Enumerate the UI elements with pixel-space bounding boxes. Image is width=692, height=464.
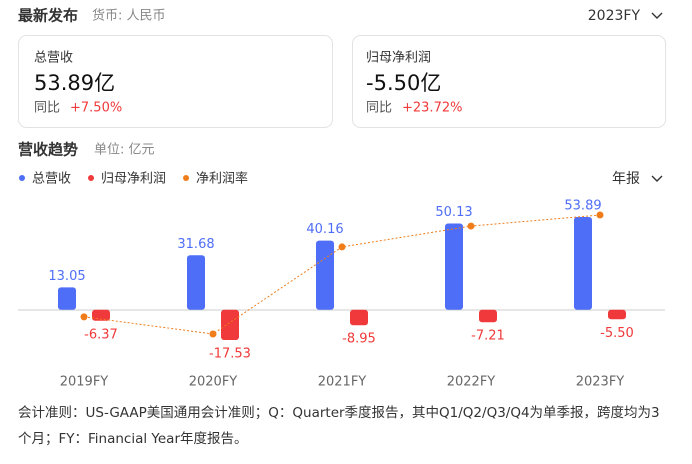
x-tick-label: 2020FY [189, 375, 238, 390]
bar [221, 309, 239, 340]
card [352, 35, 666, 128]
data-label: -8.95 [342, 332, 376, 347]
legend-dot [88, 175, 95, 181]
data-label: -7.21 [471, 329, 505, 344]
card-change: +23.72% [402, 101, 462, 116]
data-label: 13.05 [48, 269, 85, 284]
currency: 货币: 人民币 [92, 8, 166, 24]
card-label: 归母净利润 [366, 51, 431, 66]
line-point [467, 222, 475, 230]
header-title: 最新发布 [18, 7, 78, 25]
chevron [651, 175, 663, 182]
period-select[interactable]: 年报 [612, 171, 640, 187]
bar [187, 255, 205, 310]
x-tick-label: 2019FY [60, 375, 109, 390]
data-label: 31.68 [177, 237, 214, 252]
bar [574, 217, 592, 310]
card [18, 35, 333, 128]
line-point [338, 243, 346, 251]
chart: 最新发布 货币: 人民币 2023FY 总营收 53.89亿 同比 +7.50%… [18, 7, 666, 390]
bar [479, 309, 497, 323]
data-label: 53.89 [564, 199, 601, 214]
bar [608, 309, 626, 320]
data-label: -6.37 [84, 327, 118, 342]
x-tick-label: 2022FY [447, 375, 496, 390]
card-change-label: 同比 [34, 101, 60, 116]
card-label: 总营收 [34, 51, 73, 66]
data-label: -17.53 [209, 347, 251, 362]
data-label: -5.50 [600, 326, 634, 341]
legend-label: 净利润率 [196, 171, 248, 187]
card-value: -5.50亿 [366, 71, 441, 95]
bar [316, 240, 334, 310]
unit: 单位: 亿元 [94, 143, 155, 158]
chevron [651, 12, 663, 19]
line-point [80, 313, 88, 321]
line-point [596, 211, 604, 219]
data-label: 40.16 [306, 222, 343, 237]
legend-dot [183, 175, 190, 181]
bar [350, 309, 368, 326]
footnote: 会计准则：US-GAAP美国通用会计准则；Q：Quarter季度报告，其中Q1/… [18, 405, 660, 447]
card-value: 53.89亿 [34, 71, 115, 95]
data-label: 50.13 [435, 205, 472, 220]
section-title: 营收趋势 [18, 141, 78, 159]
bar [58, 287, 76, 310]
legend-label: 归母净利润 [101, 172, 166, 187]
line-point [209, 330, 217, 338]
card-change-label: 同比 [366, 101, 392, 116]
x-tick-label: 2021FY [318, 375, 367, 390]
card-change: +7.50% [70, 101, 122, 116]
legend-label: 总营收 [32, 172, 71, 187]
period-select[interactable]: 2023FY [588, 8, 641, 24]
x-tick-label: 2023FY [576, 375, 625, 390]
legend-dot [19, 175, 25, 181]
bar [445, 223, 463, 310]
